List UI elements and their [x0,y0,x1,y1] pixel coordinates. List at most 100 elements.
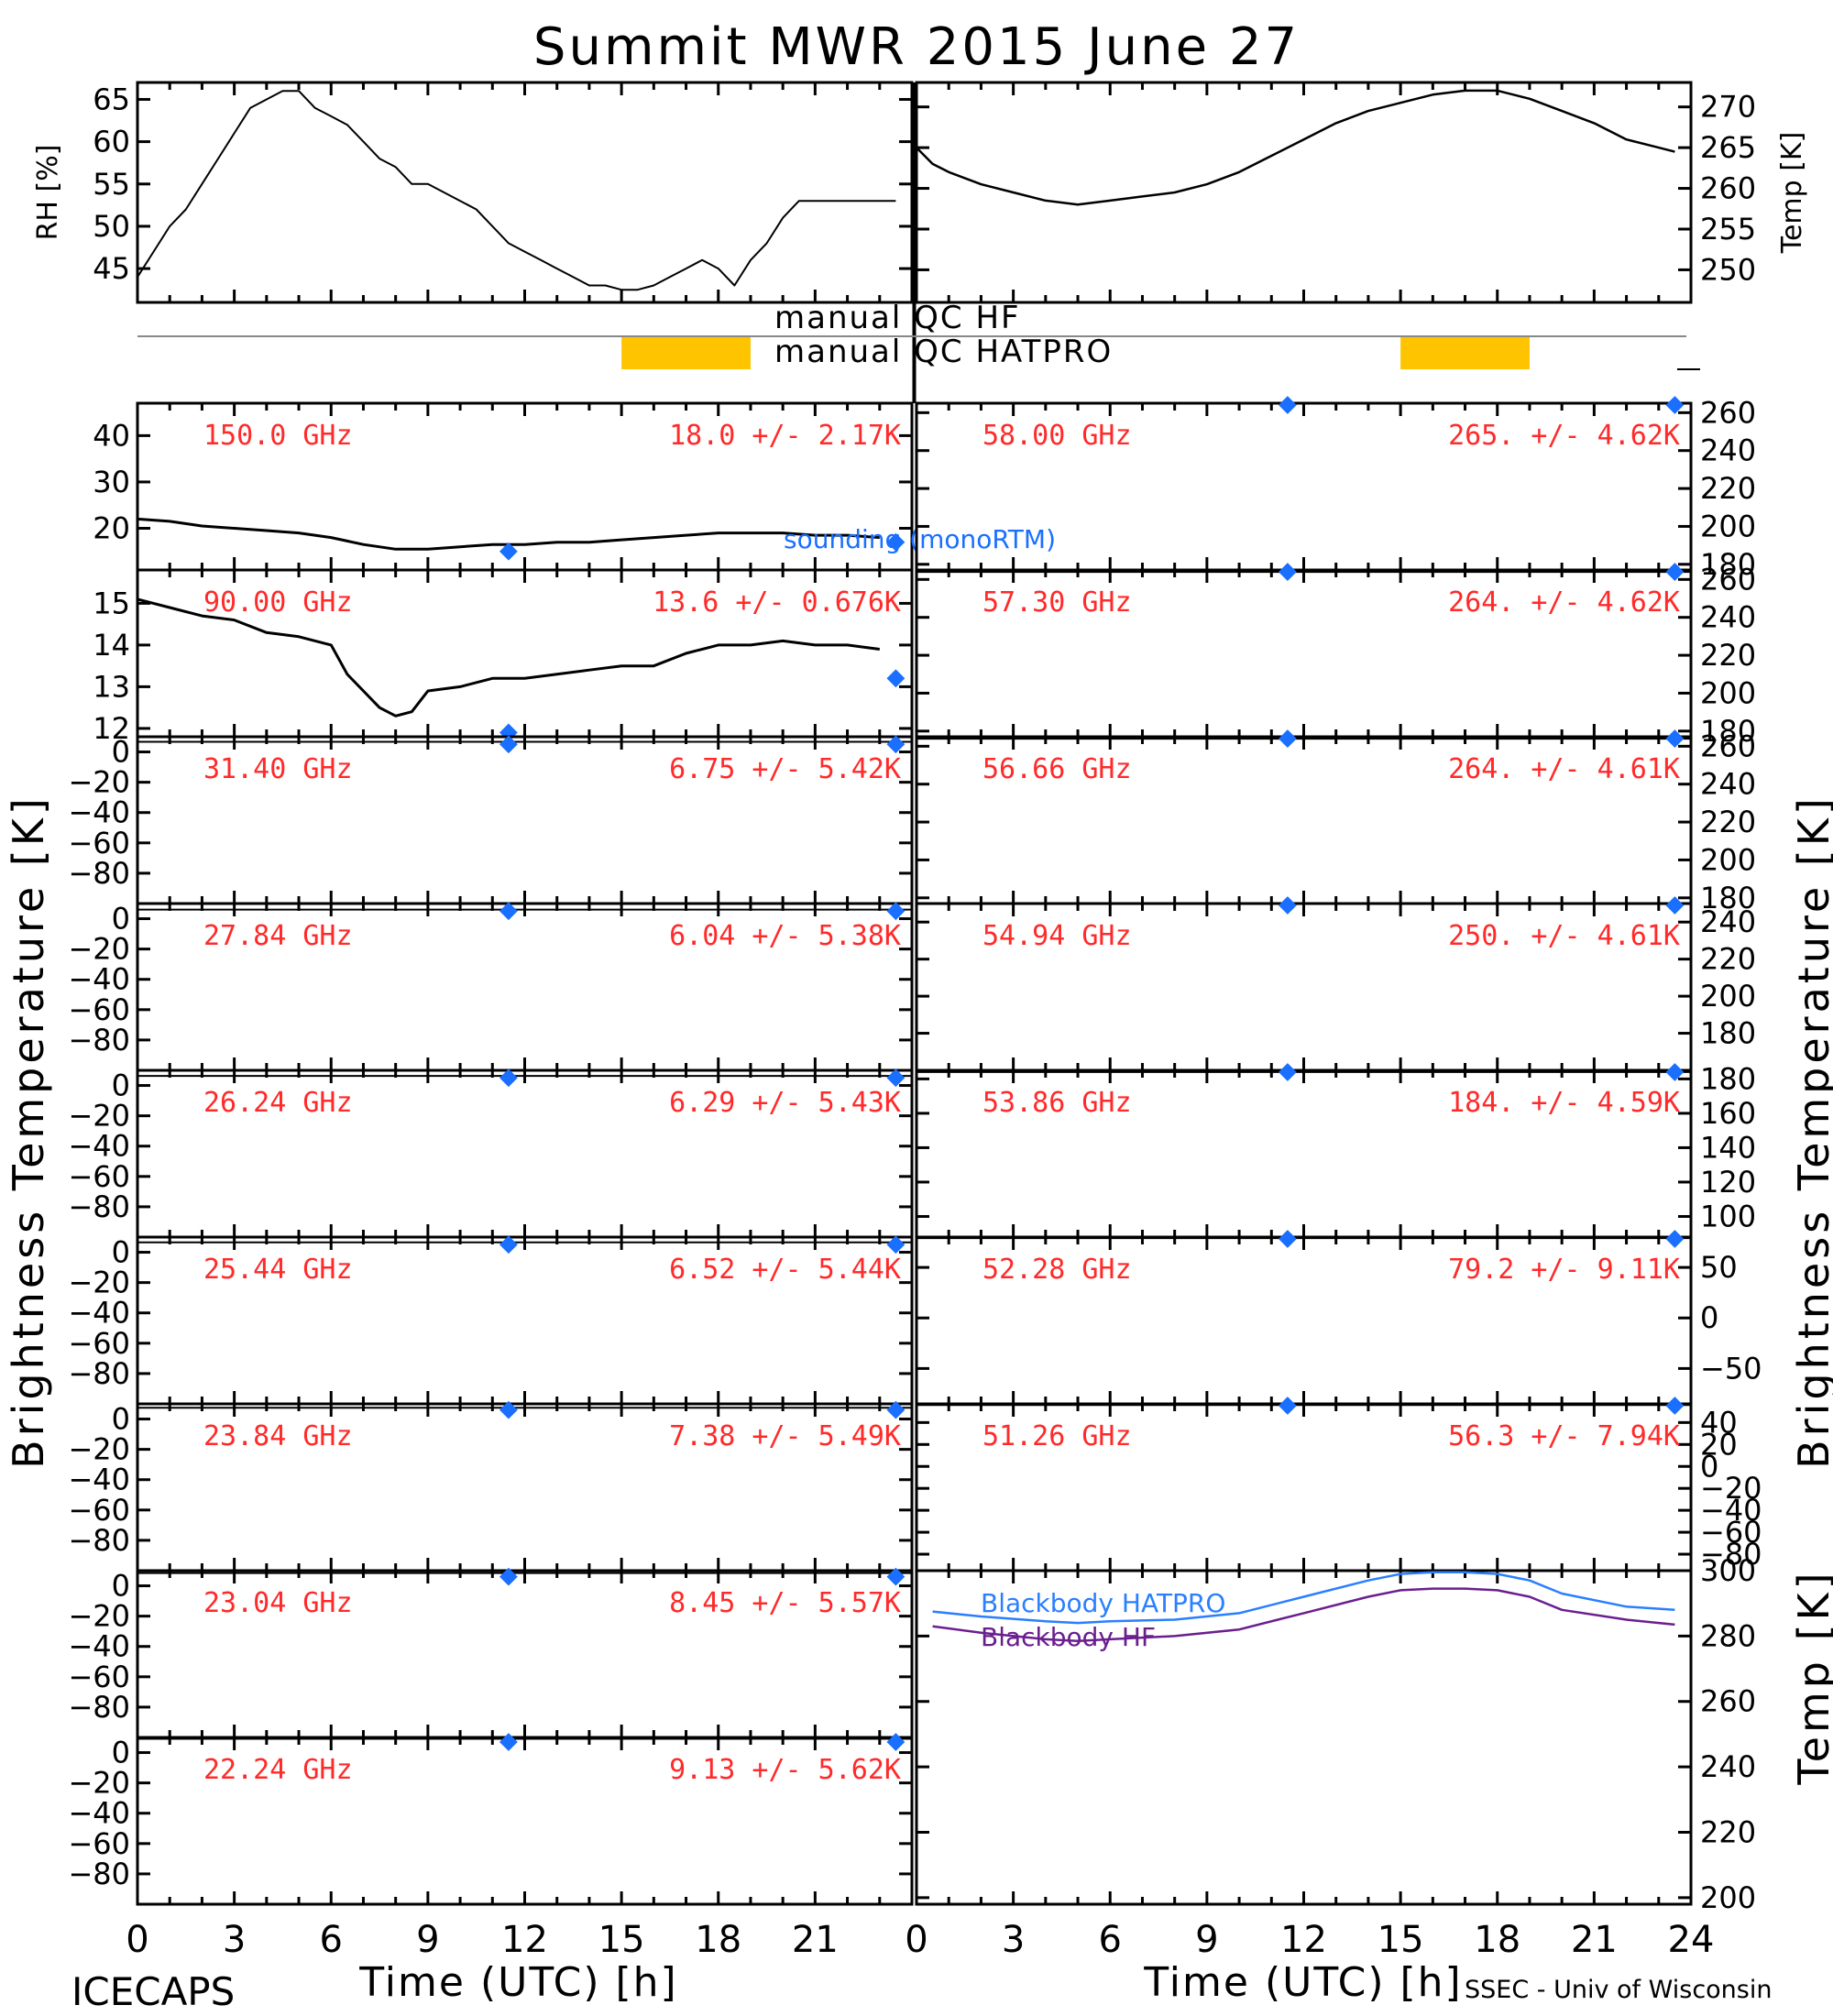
tb-left-panel-7-ytick-label: 0 [112,1569,130,1604]
blackbody-panel-ytick-label: 300 [1700,1553,1756,1588]
tb-right-panel-1-sounding-marker [1665,563,1685,581]
tb-left-panel-0: 20 30 40 150.0 GHz 18.0 +/- 2.17K sounding (m… [93,401,1056,572]
temp-panel-ytick-label: 260 [1700,171,1756,206]
tb-left-panel-6-stat-label: 7.38 +/- 5.49K [669,1420,901,1452]
tb-right-panel-6-ytick-label: −40 [1700,1493,1762,1528]
tb-left-panel-2-ytick-label: −60 [68,826,130,860]
tb-left-panel-2-sounding-marker [499,735,518,754]
tb-left-panel-2-freq-label: 31.40 GHz [203,753,353,785]
rh-panel: 45 50 55 60 65 [93,81,914,304]
tb-right-panel-2-ytick-label: 200 [1700,842,1756,877]
tb-left-panel-2: 0−20−40−60−80 31.40 GHz 6.75 +/- 5.42K [68,735,914,905]
tb-left-panel-8-sounding-marker [499,1733,518,1751]
tb-right-panel-2-ytick-label: 240 [1700,767,1756,802]
tb-left-panel-7-sounding-marker [499,1567,518,1586]
tb-left-panel-7-stat-label: 8.45 +/- 5.57K [669,1587,901,1619]
tb-right-panel-6-sounding-marker [1665,1397,1685,1415]
tb-left-panel-0-stat-label: 18.0 +/- 2.17K [669,420,901,452]
tb-right-panel-3-ytick-label: 180 [1700,1016,1756,1051]
tb-left-panel-8-ytick-label: −60 [68,1826,130,1861]
tb-left-panel-4-ytick-label: −40 [68,1129,130,1164]
tb-left-panel-0-ytick-label: 40 [93,418,130,453]
x-tick-label: 24 [1668,1919,1715,1961]
tb-right-panel-4-stat-label: 184. +/- 4.59K [1448,1087,1680,1119]
x-tick-label: 21 [792,1919,839,1961]
tb-right-panel-0-freq-label: 58.00 GHz [982,420,1132,452]
rh-panel-ytick-label: 50 [93,209,130,244]
tb-left-panel-1-ytick-label: 12 [93,711,130,746]
qc-strip: manual QC HF manual QC HATPRO [137,300,1686,370]
x-tick-label: 0 [126,1919,148,1961]
x-tick-label: 15 [598,1919,645,1961]
x-tick-label: 9 [1195,1919,1218,1961]
tb-right-panel-5-stat-label: 79.2 +/- 9.11K [1448,1254,1680,1286]
tb-left-panel-1-series-0 [137,597,880,718]
temp-panel-ytick-label: 255 [1700,212,1756,247]
tb-left-panel-3-ytick-label: 0 [112,902,130,937]
x-tick-label: 12 [1280,1919,1327,1961]
rh-panel-ytick-label: 55 [93,167,130,202]
tb-left-panel-6-ytick-label: −40 [68,1463,130,1497]
tb-right-panel-2-stat-label: 264. +/- 4.61K [1448,753,1680,785]
tb-left-panel-3-ytick-label: −80 [68,1023,130,1057]
temp-panel: 250 255 260 265 270 [915,81,1756,304]
tb-left-panel-7-ytick-label: −40 [68,1629,130,1664]
x-tick-label: 18 [695,1919,741,1961]
tb-left-axis-label: Brightness Temperature [K] [4,794,53,1469]
rh-panel-ytick-label: 60 [93,125,130,159]
tb-right-panel-0-ytick-label: 180 [1700,547,1756,582]
footer-right: SSEC - Univ of Wisconsin [1465,1976,1772,2004]
tb-right-panel-6-ytick-label: −20 [1700,1471,1762,1506]
temp-panel-series-0 [916,89,1675,206]
tb-left-panel-6-ytick-label: −80 [68,1523,130,1558]
bb-hf-legend: Blackbody HF [981,1622,1156,1652]
tb-left-panel-7-ytick-label: −80 [68,1690,130,1725]
tb-left-panel-5-ytick-label: 0 [112,1235,130,1270]
tb-right-panel-1-freq-label: 57.30 GHz [982,586,1132,619]
tb-right-panel-0-ytick-label: 200 [1700,509,1756,543]
tb-left-panel-6: 0−20−40−60−80 23.84 GHz 7.38 +/- 5.49K [68,1400,914,1572]
tb-left-panel-1-ytick-label: 13 [93,669,130,704]
blackbody-panel-ytick-label: 240 [1700,1749,1756,1784]
tb-left-panel-7-sounding-marker [886,1567,906,1586]
tb-left-panel-5-ytick-label: −40 [68,1296,130,1331]
tb-left-panel-6-sounding-marker [886,1400,906,1419]
tb-left-panel-4-sounding-marker [886,1068,906,1088]
tb-left-panel-4-freq-label: 26.24 GHz [203,1087,353,1119]
blackbody-panel-series-1 [932,1587,1675,1642]
tb-left-panel-8-sounding-marker [886,1733,906,1751]
x-tick-label: 3 [223,1919,246,1961]
rh-panel-ytick-label: 65 [93,82,130,116]
footer-left: ICECAPS [71,1969,235,2014]
tb-left-panel-1-ytick-label: 15 [93,586,130,620]
tb-right-panel-3-sounding-marker [1665,896,1685,915]
tb-left-panel-6-ytick-label: −20 [68,1432,130,1467]
temp-panel-ytick-label: 270 [1700,90,1756,125]
tb-left-panel-8-ytick-label: −80 [68,1857,130,1891]
qc-hatpro-label: manual QC HATPRO [774,334,1113,370]
blackbody-panel: 200 220 240 260 280 300 Blackbody HATPRO Blackb… [915,1553,1756,1915]
rh-panel-frame [136,81,914,304]
tb-right-panel-6-ytick-label: 40 [1700,1405,1738,1440]
tb-right-panel-3-sounding-marker [1278,896,1297,915]
x-tick-label: 18 [1474,1919,1520,1961]
tb-left-panel-0-ytick-label: 30 [93,465,130,499]
tb-right-panel-2-freq-label: 56.66 GHz [982,753,1132,785]
temp-axis-label: Temp [K] [1776,132,1808,255]
tb-left-panel-5-ytick-label: −80 [68,1356,130,1391]
x-axis-label-right: Time (UTC) [h] [1143,1959,1462,2006]
tb-right-panel-0-sounding-marker [1278,396,1297,414]
sounding-legend-label: sounding (monoRTM) [784,524,1056,554]
tb-right-panel-2-ytick-label: 180 [1700,881,1756,915]
blackbody-panel-ytick-label: 280 [1700,1618,1756,1653]
tb-left-panel-3-freq-label: 27.84 GHz [203,920,353,952]
tb-left-panel-4-stat-label: 6.29 +/- 5.43K [669,1087,901,1119]
tb-left-panel-3-sounding-marker [499,902,518,921]
tb-right-panel-4-freq-label: 53.86 GHz [982,1087,1132,1119]
tb-left-panel-8-stat-label: 9.13 +/- 5.62K [669,1754,901,1786]
tb-right-panel-2-ytick-label: 220 [1700,805,1756,839]
tb-right-panel-1-ytick-label: 260 [1700,562,1756,597]
tb-left-panel-0-sounding-marker [499,542,518,561]
